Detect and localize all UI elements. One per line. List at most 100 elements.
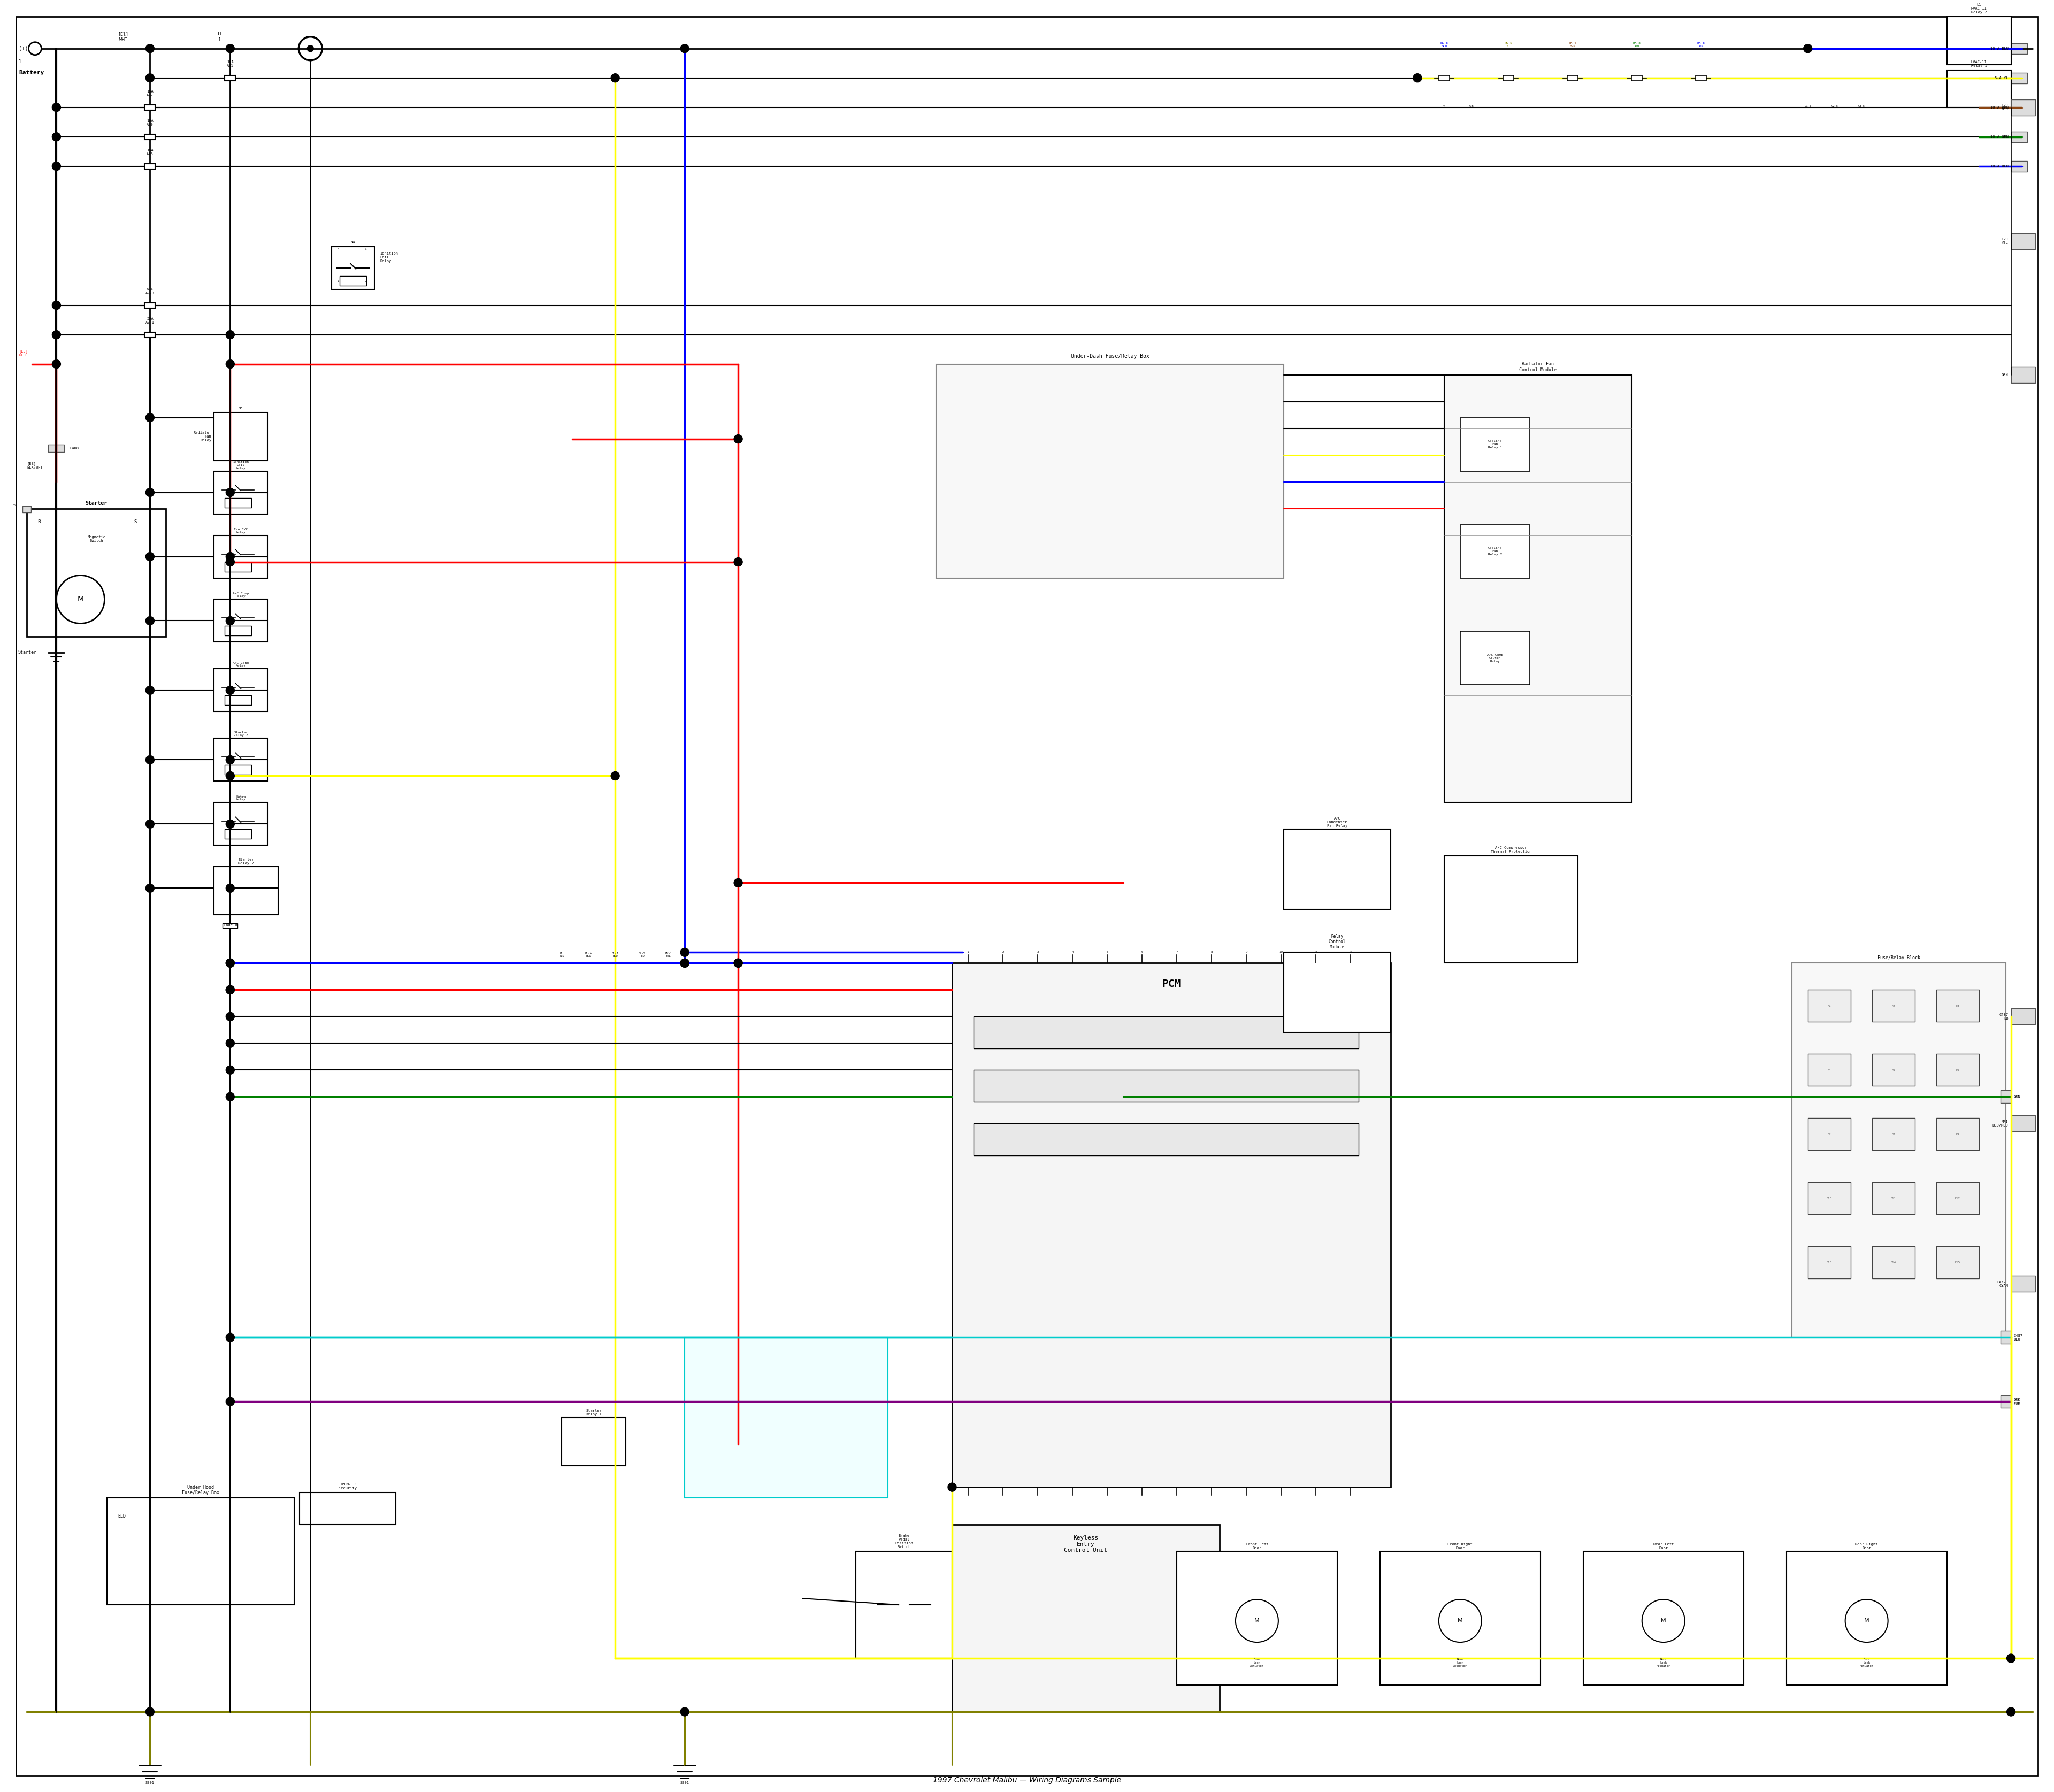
Bar (1871, 1183, 1914, 1215)
Bar (224, 563, 251, 572)
Circle shape (226, 819, 234, 828)
Text: F1: F1 (1828, 1005, 1830, 1007)
Circle shape (146, 45, 154, 52)
Text: C0-1: C0-1 (680, 952, 690, 955)
Text: C408: C408 (70, 446, 78, 450)
Text: F10: F10 (1826, 1197, 1832, 1199)
Bar (144, 134, 156, 140)
Bar (2011, 161, 2027, 172)
Text: Door
Lock
Actuator: Door Lock Actuator (1859, 1658, 1873, 1667)
Text: Brake
Pedal
Position
Switch: Brake Pedal Position Switch (896, 1534, 914, 1548)
Text: 1: 1 (18, 59, 23, 65)
Bar (2011, 102, 2027, 113)
Text: BL-8
BLU: BL-8 BLU (1440, 41, 1448, 47)
Circle shape (226, 1093, 234, 1100)
Text: B: B (37, 520, 41, 523)
Circle shape (226, 330, 234, 339)
Circle shape (1803, 45, 1812, 52)
Text: 1997 Chevrolet Malibu — Wiring Diagrams Sample: 1997 Chevrolet Malibu — Wiring Diagrams … (933, 1776, 1121, 1785)
Text: E-9
BLU: E-9 BLU (2001, 104, 2009, 111)
Text: Code B: Code B (224, 925, 236, 926)
Text: MFI
BLU/RED: MFI BLU/RED (1992, 1120, 2009, 1127)
Text: Radiator Fan
Control Module: Radiator Fan Control Module (1520, 362, 1557, 373)
Bar (214, 867, 277, 916)
Bar (1695, 75, 1707, 81)
Circle shape (226, 986, 234, 995)
Text: Magnetic
Switch: Magnetic Switch (88, 536, 105, 543)
Circle shape (146, 414, 154, 421)
Bar (1444, 857, 1577, 962)
Text: Radiator
Fan
Relay: Radiator Fan Relay (193, 430, 212, 441)
Bar (1584, 1552, 1744, 1684)
Text: E-9
YEL: E-9 YEL (2001, 238, 2009, 244)
Text: F8: F8 (1892, 1133, 1896, 1136)
Text: F5: F5 (1892, 1068, 1896, 1072)
Circle shape (680, 959, 688, 968)
Text: 60A
A2-3: 60A A2-3 (146, 287, 154, 294)
Bar (27, 509, 166, 636)
Bar (1460, 418, 1530, 471)
Text: S: S (134, 520, 138, 523)
Text: F9: F9 (1955, 1133, 1960, 1136)
Text: 5-A YL: 5-A YL (1994, 77, 2009, 79)
Circle shape (226, 772, 234, 780)
Bar (1871, 1054, 1914, 1086)
Bar (1947, 16, 2011, 65)
Text: 12: 12 (1349, 952, 1352, 953)
Circle shape (226, 1066, 234, 1073)
Text: F3: F3 (1955, 1005, 1960, 1007)
Bar (224, 75, 236, 81)
Bar (1808, 1183, 1851, 1215)
Text: Fan C/C
Relay: Fan C/C Relay (234, 529, 249, 534)
Circle shape (610, 73, 620, 82)
Text: C3-5: C3-5 (1857, 104, 1865, 108)
Circle shape (226, 959, 234, 968)
Text: Under Hood
Fuse/Relay Box: Under Hood Fuse/Relay Box (183, 1486, 220, 1495)
Text: [EJ]
RED: [EJ] RED (18, 349, 29, 357)
Text: Starter
Relay 1: Starter Relay 1 (585, 1409, 602, 1416)
Circle shape (226, 959, 234, 968)
Bar (2011, 233, 2036, 249)
Bar (2011, 1276, 2036, 1292)
Bar (1937, 1183, 1978, 1215)
Text: GRN: GRN (2013, 1095, 2021, 1098)
Circle shape (146, 883, 154, 892)
Bar (144, 332, 156, 337)
Text: M: M (1865, 1618, 1869, 1624)
Text: BL-S
RED: BL-S RED (639, 952, 645, 957)
Circle shape (226, 616, 234, 625)
Bar (1460, 631, 1530, 685)
Bar (214, 803, 267, 846)
Circle shape (226, 1333, 234, 1342)
Bar (1937, 1118, 1978, 1150)
Bar (1284, 830, 1391, 910)
Bar (214, 738, 267, 781)
Text: HVAC-11
Relay 1: HVAC-11 Relay 1 (1972, 61, 1986, 68)
Bar (224, 625, 251, 636)
Text: F6: F6 (1955, 1068, 1960, 1072)
Bar (974, 1124, 1358, 1156)
Circle shape (226, 986, 234, 995)
Circle shape (733, 435, 741, 443)
Bar (1937, 1247, 1978, 1278)
Text: DRK
PUR: DRK PUR (2013, 1398, 2021, 1405)
Text: Rear Right
Door: Rear Right Door (1855, 1543, 1877, 1550)
Bar (333, 247, 374, 289)
Text: 11: 11 (1315, 952, 1319, 953)
Text: 15A
A22: 15A A22 (146, 90, 154, 97)
Text: Battery: Battery (18, 70, 45, 75)
Bar (1460, 525, 1530, 579)
Circle shape (226, 1039, 234, 1048)
Text: GRN: GRN (2001, 373, 2009, 376)
Bar (1504, 75, 1514, 81)
Bar (224, 498, 251, 507)
Bar (2001, 1396, 2011, 1409)
Text: [EE]
BLK/WHT: [EE] BLK/WHT (27, 462, 43, 470)
Bar (214, 599, 267, 642)
Text: PCM: PCM (1163, 978, 1181, 989)
Text: C2-5: C2-5 (1830, 104, 1838, 108)
Text: F4: F4 (1828, 1068, 1830, 1072)
Bar (2011, 43, 2027, 54)
Text: M: M (1458, 1618, 1462, 1624)
Text: F7: F7 (1828, 1133, 1830, 1136)
